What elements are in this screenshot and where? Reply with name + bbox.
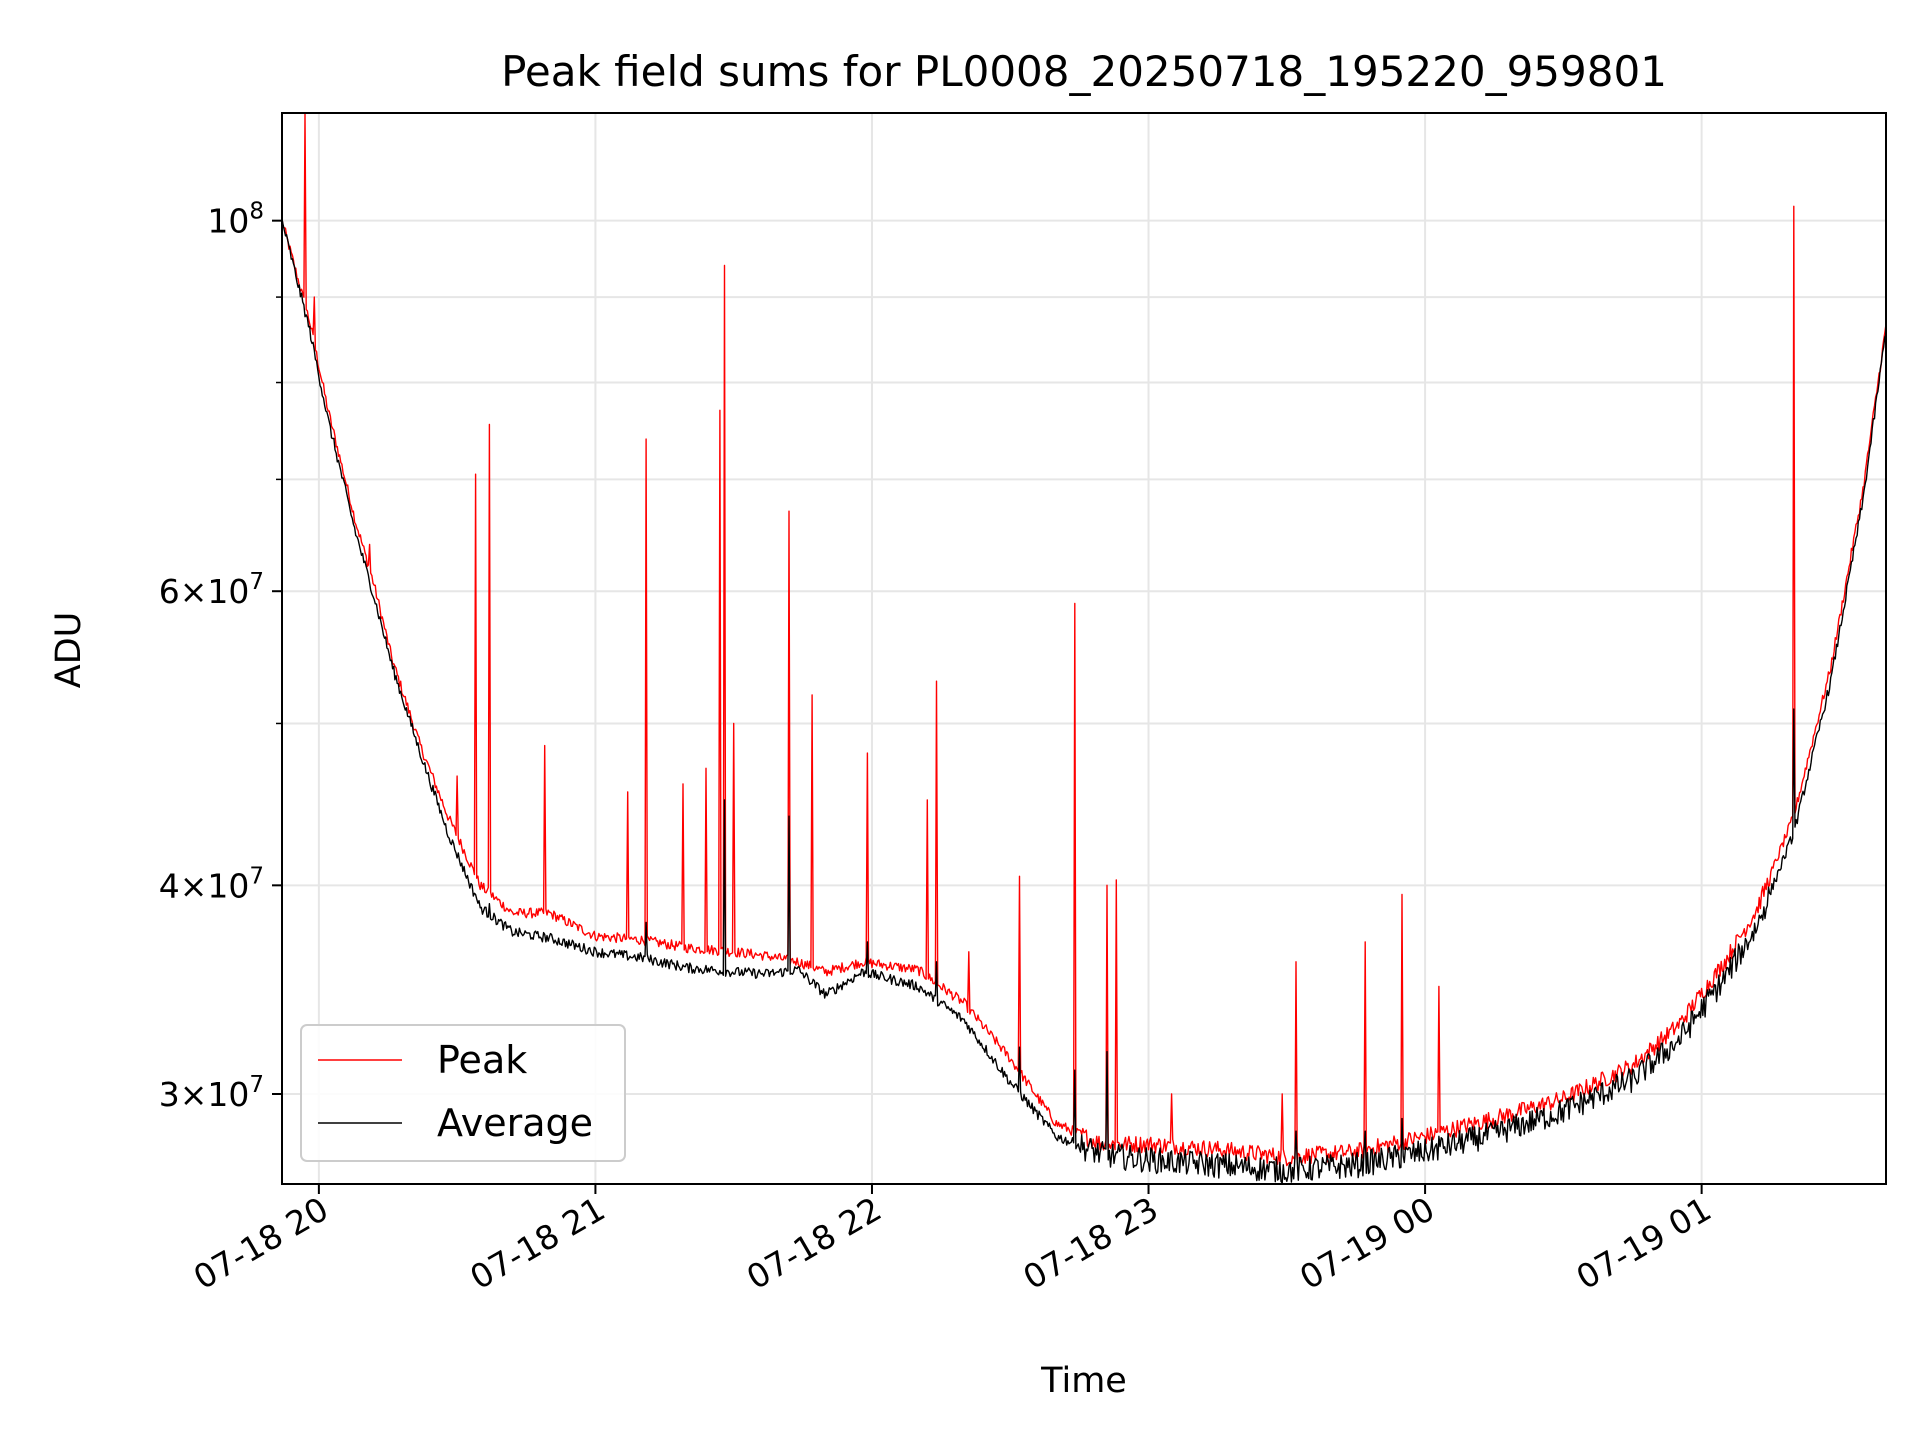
y-tick-label: 3×107 <box>159 1072 264 1114</box>
chart-title: Peak field sums for PL0008_20250718_1952… <box>501 47 1667 96</box>
y-tick-label: 6×107 <box>159 569 264 611</box>
legend: Peak Average <box>300 1024 626 1162</box>
legend-box <box>300 1024 626 1162</box>
y-axis-title: ADU <box>49 612 89 689</box>
x-axis-title: Time <box>1040 1361 1127 1401</box>
legend-label-average: Average <box>437 1101 593 1145</box>
y-tick-label: 108 <box>207 199 264 241</box>
y-axis: 108 6×107 4×107 3×107 <box>159 199 282 1114</box>
plot-frame <box>281 112 1887 1185</box>
plot-area <box>282 113 1886 1184</box>
series-line-average <box>281 218 1887 1184</box>
y-tick-label: 4×107 <box>159 863 264 905</box>
series-layer <box>281 112 1887 1184</box>
legend-label-peak: Peak <box>437 1038 527 1082</box>
series-line-peak <box>281 112 1887 1167</box>
grid <box>282 113 1886 1184</box>
